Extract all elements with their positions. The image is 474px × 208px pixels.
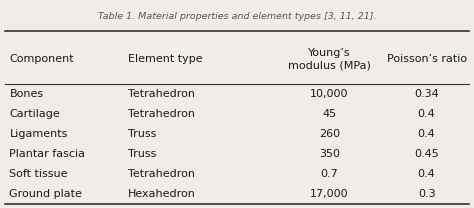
Text: Plantar fascia: Plantar fascia <box>9 149 85 159</box>
Text: 0.34: 0.34 <box>414 89 439 99</box>
Text: 17,000: 17,000 <box>310 189 349 199</box>
Text: Ground plate: Ground plate <box>9 189 82 199</box>
Text: 260: 260 <box>319 129 340 139</box>
Text: 350: 350 <box>319 149 340 159</box>
Text: Soft tissue: Soft tissue <box>9 169 68 179</box>
Text: Young’s
modulus (MPa): Young’s modulus (MPa) <box>288 48 371 71</box>
Text: Truss: Truss <box>128 149 156 159</box>
Text: 45: 45 <box>322 109 337 119</box>
Text: Tetrahedron: Tetrahedron <box>128 89 195 99</box>
Text: 0.4: 0.4 <box>418 109 436 119</box>
Text: 0.45: 0.45 <box>414 149 439 159</box>
Text: 10,000: 10,000 <box>310 89 349 99</box>
Text: Poisson’s ratio: Poisson’s ratio <box>386 54 467 64</box>
Text: Tetrahedron: Tetrahedron <box>128 109 195 119</box>
Text: 0.3: 0.3 <box>418 189 436 199</box>
Text: Hexahedron: Hexahedron <box>128 189 196 199</box>
Text: Ligaments: Ligaments <box>9 129 68 139</box>
Text: Component: Component <box>9 54 74 64</box>
Text: Tetrahedron: Tetrahedron <box>128 169 195 179</box>
Text: 0.4: 0.4 <box>418 169 436 179</box>
Text: Truss: Truss <box>128 129 156 139</box>
Text: Table 1. Material properties and element types [3, 11, 21].: Table 1. Material properties and element… <box>98 12 376 21</box>
Text: Element type: Element type <box>128 54 202 64</box>
Text: 0.4: 0.4 <box>418 129 436 139</box>
Text: 0.7: 0.7 <box>320 169 338 179</box>
Text: Cartilage: Cartilage <box>9 109 60 119</box>
Text: Bones: Bones <box>9 89 44 99</box>
